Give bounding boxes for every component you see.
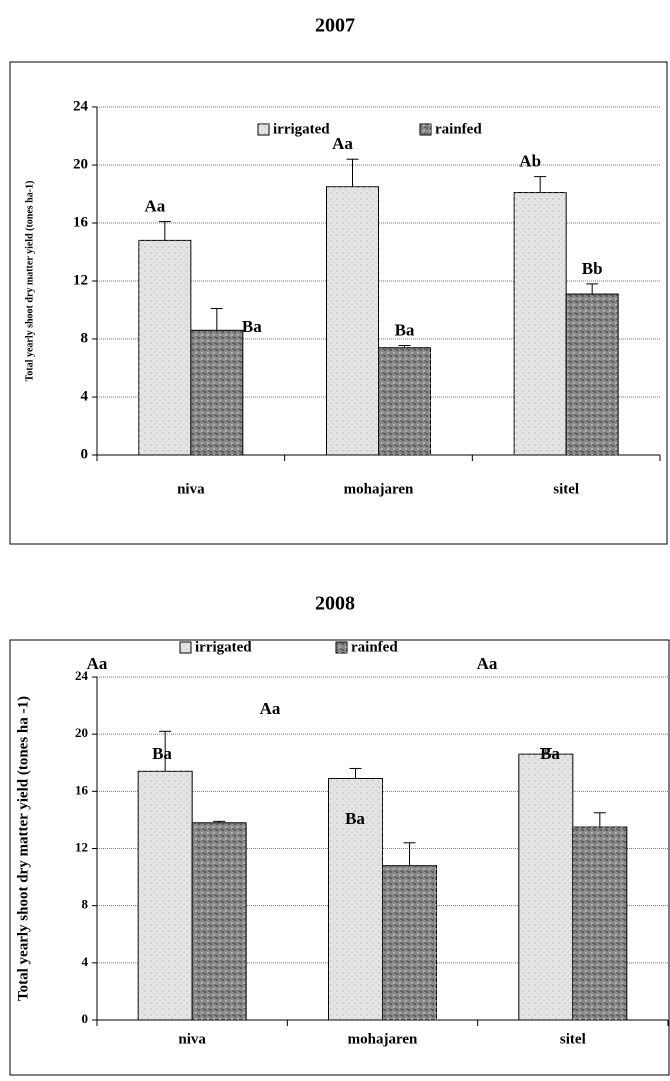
chart-frame (9, 639, 670, 1076)
y-tick-label: 20 (73, 156, 88, 172)
y-tick-label: 16 (75, 782, 89, 797)
y-tick-label: 16 (73, 214, 89, 230)
significance-letter: Bb (582, 259, 603, 278)
bar-texture (514, 192, 567, 456)
legend-swatch-texture (420, 124, 431, 135)
y-tick-label: 8 (82, 897, 89, 912)
y-tick-label: 4 (82, 954, 89, 969)
y-tick-label: 4 (81, 388, 89, 404)
x-tick-label: niva (177, 481, 205, 497)
bar-texture (326, 186, 379, 455)
y-tick-label: 0 (82, 1011, 89, 1026)
x-tick-label: mohajaren (344, 481, 414, 497)
x-tick-label: sitel (553, 481, 579, 497)
bar-texture (192, 822, 247, 1020)
y-tick-label: 24 (75, 668, 89, 683)
chart-title: 2007 (315, 15, 355, 37)
y-tick-label: 0 (81, 446, 89, 462)
chart-frame (9, 61, 668, 545)
significance-letter: Ba (345, 809, 365, 828)
significance-letter: Ba (395, 320, 415, 339)
bar-texture (382, 865, 437, 1020)
legend-swatch-texture (180, 642, 191, 653)
x-tick-label: niva (178, 1031, 206, 1047)
significance-letter: Aa (332, 134, 353, 153)
bar-texture (138, 771, 193, 1020)
significance-letter: Aa (87, 654, 108, 673)
bar-texture (518, 754, 573, 1020)
bar-texture (566, 294, 619, 455)
y-axis-label: Total yearly shoot dry matter yield (ton… (24, 181, 35, 382)
legend-label: rainfed (435, 121, 482, 137)
legend-label: irrigated (195, 639, 252, 655)
significance-letter: Aa (144, 196, 165, 215)
x-tick-label: sitel (560, 1031, 586, 1047)
significance-letter: Ab (519, 152, 541, 171)
y-tick-label: 12 (73, 272, 88, 288)
y-axis-label: Total yearly shoot dry matter yield (ton… (15, 696, 31, 1001)
y-tick-label: 20 (75, 725, 88, 740)
significance-letter: Ba (540, 744, 560, 763)
bar-texture (572, 827, 627, 1020)
legend-swatch-texture (336, 642, 347, 653)
legend-label: irrigated (273, 121, 330, 137)
chart-title: 2008 (315, 593, 355, 615)
significance-letter: Ba (242, 317, 262, 336)
bar-texture (138, 240, 191, 455)
legend-swatch-texture (258, 124, 269, 135)
x-tick-label: mohajaren (348, 1031, 418, 1047)
significance-letter: Ba (152, 744, 172, 763)
significance-letter: Aa (260, 699, 281, 718)
y-tick-label: 24 (73, 98, 89, 114)
bar-texture (328, 778, 383, 1020)
y-tick-label: 12 (75, 839, 88, 854)
bar-texture (378, 347, 431, 455)
significance-letter: Aa (477, 654, 498, 673)
y-tick-label: 8 (81, 330, 89, 346)
bar-texture (190, 330, 243, 455)
legend-label: rainfed (351, 639, 398, 655)
